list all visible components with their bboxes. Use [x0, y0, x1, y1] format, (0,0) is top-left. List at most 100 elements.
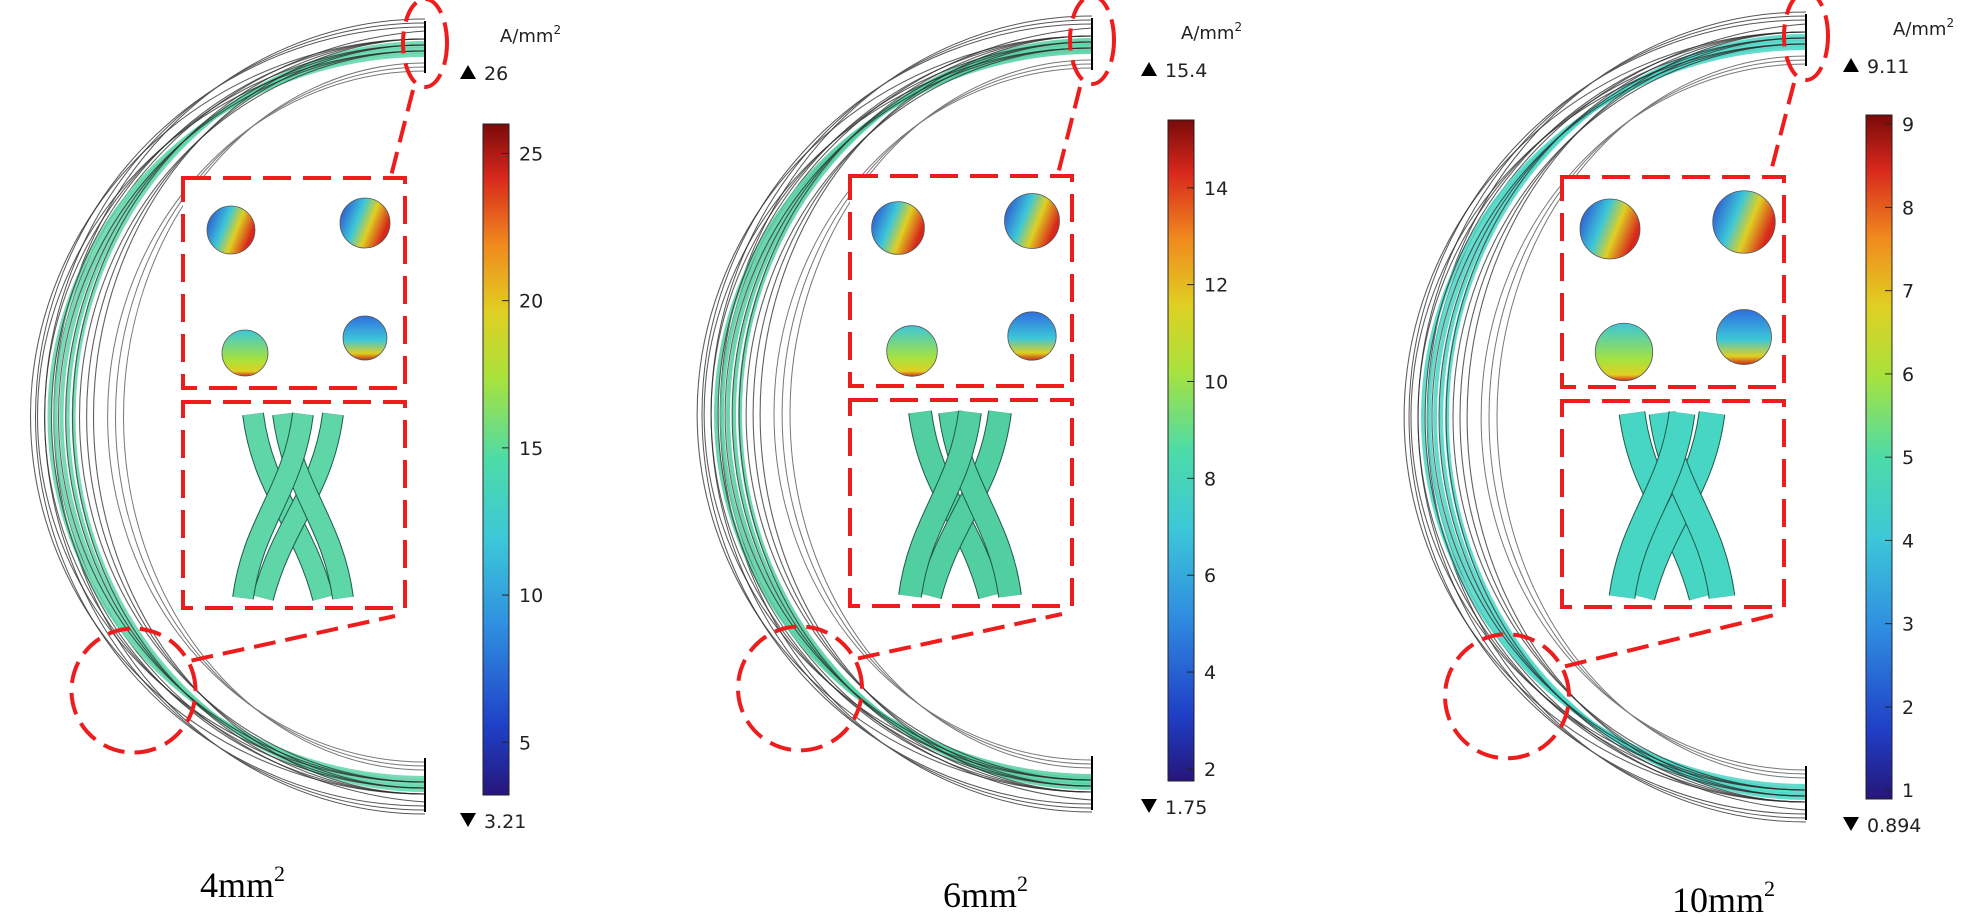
colorbar-tick-label: 6	[1204, 565, 1216, 587]
twist-inset	[181, 400, 407, 610]
highlight-ellipse-bottom	[69, 626, 198, 755]
colorbar-tick-label: 7	[1902, 281, 1914, 303]
colorbar-tick-label: 5	[1902, 447, 1914, 469]
panel-3: 9 8 7 6 5 4 3 2 1 A/mm2 9.11 0.894 10mm2	[1403, 0, 1954, 916]
cross-section-inset	[848, 174, 1074, 388]
guide-arc	[1496, 55, 1807, 779]
colorbar-tick-label: 10	[1204, 371, 1228, 393]
wire-line	[1452, 43, 1807, 791]
guide-arc	[1426, 11, 1807, 823]
wire-line	[696, 35, 1093, 793]
leader-line-bottom	[191, 614, 396, 663]
cable-bundle	[30, 18, 426, 815]
colorbar-tick-label: 12	[1204, 275, 1228, 297]
colorbar-tick-label: 1	[1902, 780, 1914, 802]
colorbar-tick-label: 15	[519, 438, 543, 460]
wire-line	[745, 47, 1093, 781]
panel-caption: 10mm2	[1672, 876, 1775, 916]
panel-1: 25 20 15 10 5 A/mm2 26 3.21 4mm2	[30, 0, 561, 905]
max-label: 26	[484, 63, 508, 85]
wire-line	[65, 44, 426, 789]
panel-caption: 6mm2	[943, 871, 1028, 915]
max-triangle-icon	[460, 65, 476, 79]
max-label: 9.11	[1867, 56, 1909, 78]
strand-cross-section	[1712, 190, 1776, 254]
wire-line	[1424, 31, 1807, 803]
leader-line-top	[1768, 82, 1796, 176]
wire-line	[1466, 31, 1807, 803]
twisted-strand	[899, 410, 981, 598]
colorbar: 14 12 10 8 6 4 2	[1167, 119, 1228, 782]
cable-bundle	[696, 15, 1093, 813]
colorbar-tick-label: 9	[1902, 114, 1914, 136]
min-triangle-icon	[460, 813, 476, 827]
guide-arc	[35, 26, 426, 807]
min-triangle-icon	[1843, 817, 1859, 831]
colorbar-tick-label: 2	[1204, 759, 1216, 781]
colorbar-gradient	[482, 123, 510, 796]
cross-section-inset	[1560, 175, 1786, 389]
strand-cross-section	[886, 325, 938, 377]
colorbar: 25 20 15 10 5	[482, 123, 543, 796]
caption-superscript: 2	[1017, 871, 1028, 896]
wire-line	[731, 41, 1093, 787]
unit-label: A/mm2	[1181, 20, 1242, 44]
min-label: 0.894	[1867, 815, 1921, 837]
unit-superscript: 2	[553, 23, 561, 37]
leader-line-bottom	[1564, 613, 1775, 669]
strand-cross-section	[339, 197, 391, 249]
guide-arc	[789, 59, 1093, 769]
wire-line	[703, 47, 1093, 781]
min-label: 3.21	[484, 811, 526, 833]
colorbar-tick-label: 20	[519, 291, 543, 313]
wire-line	[1459, 37, 1807, 797]
wire-line	[58, 50, 426, 783]
wire-line	[37, 50, 426, 783]
colorbar-tick-label: 4	[1204, 662, 1216, 684]
unit-label: A/mm2	[1893, 16, 1954, 40]
wire-line	[86, 44, 426, 789]
wire-line	[717, 35, 1093, 793]
max-triangle-icon	[1141, 62, 1157, 76]
strand-cross-section	[206, 205, 256, 255]
wire-line	[92, 38, 426, 795]
highlight-ellipse-bottom	[1443, 632, 1571, 761]
colorbar-tick-label: 3	[1902, 614, 1914, 636]
guide-arc	[1488, 59, 1807, 775]
wire-line	[71, 38, 426, 795]
cable-bundle	[1403, 11, 1807, 823]
highlight-ellipse-top	[1782, 0, 1830, 82]
wire-line	[724, 47, 1093, 781]
colorbar: 9 8 7 6 5 4 3 2 1	[1865, 114, 1914, 802]
wire-line	[752, 41, 1093, 787]
strand-cross-section	[221, 329, 269, 377]
guide-arc	[115, 66, 426, 767]
strand-cross-section	[1594, 322, 1654, 382]
guide-arc	[107, 70, 426, 763]
guide-arc	[773, 67, 1093, 761]
guide-arc	[123, 62, 426, 771]
caption-superscript: 2	[274, 861, 285, 886]
highlight-ellipse-top	[401, 0, 449, 89]
colorbar-gradient	[1167, 119, 1195, 782]
wire-line	[1403, 31, 1807, 803]
min-triangle-icon	[1141, 799, 1157, 813]
max-triangle-icon	[1843, 58, 1859, 72]
colorbar-tick-label: 14	[1204, 178, 1228, 200]
leader-line-top	[1056, 86, 1082, 175]
strand-cross-section	[1579, 198, 1641, 260]
twist-inset	[1560, 399, 1786, 609]
unit-label: A/mm2	[500, 23, 561, 47]
unit-superscript: 2	[1946, 16, 1954, 30]
max-label: 15.4	[1165, 60, 1207, 82]
wire-line	[79, 50, 426, 783]
wire-line	[1417, 37, 1807, 797]
wire-line	[759, 35, 1093, 793]
strand-cross-section	[1007, 311, 1057, 361]
colorbar-tick-label: 6	[1902, 364, 1914, 386]
guide-arc	[1408, 19, 1807, 815]
wire-line	[710, 41, 1093, 787]
min-label: 1.75	[1165, 797, 1207, 819]
